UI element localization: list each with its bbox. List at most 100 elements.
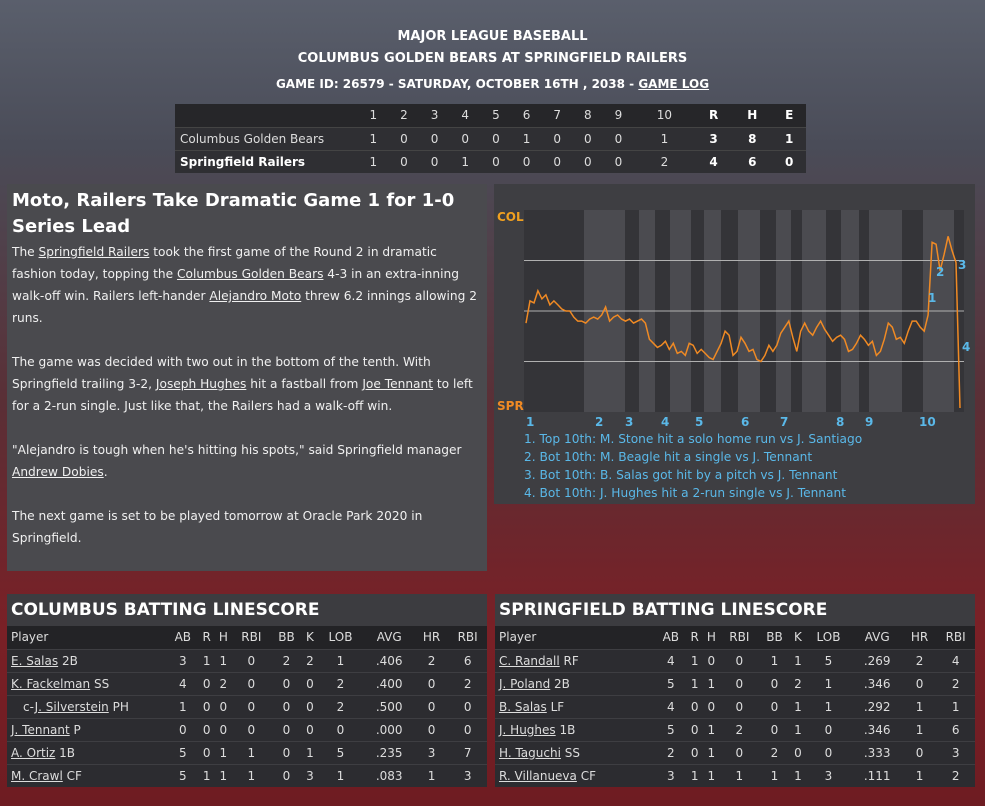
article-link[interactable]: Columbus Golden Bears	[176, 267, 324, 281]
inning-tick-label: 5	[695, 415, 703, 429]
stat-cell: 2	[317, 671, 364, 695]
article-link[interactable]: Joe Tennant	[362, 377, 434, 391]
article-text: "Alejandro is tough when he's hitting hi…	[12, 443, 462, 457]
springfield-batting-title: SPRINGFIELD BATTING LINESCORE	[495, 594, 975, 626]
stat-cell: 1	[702, 671, 721, 695]
stat-cell: 0	[686, 740, 703, 764]
stat-cell: 0	[720, 648, 759, 672]
game-log-link[interactable]: GAME LOG	[638, 77, 710, 91]
article-link[interactable]: Springfield Railers	[38, 245, 150, 259]
batting-column-header: AVG	[363, 626, 415, 649]
inning-runs: 0	[449, 126, 481, 150]
stat-cell: 0	[270, 694, 303, 718]
stat-cell: 2	[720, 717, 759, 741]
player-position: PH	[108, 699, 129, 714]
batting-column-header: HR	[902, 626, 937, 649]
player-position: SS	[90, 676, 110, 691]
stat-cell: 0	[702, 648, 721, 672]
stat-cell: 3	[448, 763, 487, 787]
batting-row: J. Tennant P 0 0 0 0 0 0 0.000 0 0	[7, 717, 487, 741]
chart-bottom-label: SPR	[497, 399, 524, 413]
player-name-link[interactable]: R. Villanueva	[499, 768, 577, 783]
inning-runs: 0	[511, 149, 542, 173]
stat-cell: 0	[720, 694, 759, 718]
total-header: E	[772, 104, 806, 127]
stat-cell: .235	[363, 740, 415, 764]
stat-cell: 3	[302, 763, 318, 787]
stat-cell: 0	[302, 694, 318, 718]
inning-header: 4	[449, 104, 481, 127]
stat-cell: 0	[198, 717, 215, 741]
stat-cell: 0	[232, 648, 271, 672]
player-cell: B. Salas LF	[495, 694, 655, 718]
batting-header-row: Player AB R H RBI BB K LOB AVG HR RBI	[7, 626, 487, 649]
stat-cell: 4	[167, 671, 199, 695]
player-cell: J. Tennant P	[7, 717, 167, 741]
inning-tick-label: 10	[919, 415, 936, 429]
player-name-link[interactable]: H. Taguchi	[499, 745, 561, 760]
stat-cell: .000	[363, 717, 415, 741]
inning-runs: 0	[603, 126, 634, 150]
player-name-link[interactable]: J. Tennant	[11, 722, 70, 737]
inning-runs: 0	[388, 149, 420, 173]
player-name-link[interactable]: C. Randall	[499, 653, 560, 668]
stat-cell: 0	[720, 740, 759, 764]
stat-cell: 5	[167, 740, 199, 764]
batting-row: M. Crawl CF 5 1 1 1 0 3 1.083 1 3	[7, 763, 487, 787]
stat-cell: 2	[936, 671, 975, 695]
player-name-link[interactable]: J. Hughes	[499, 722, 556, 737]
inning-runs: 1	[511, 126, 542, 150]
inning-runs: 0	[388, 126, 420, 150]
player-name-link[interactable]: K. Fackelman	[11, 676, 91, 691]
player-name-link[interactable]: B. Salas	[499, 699, 547, 714]
article-link[interactable]: Joseph Hughes	[155, 377, 247, 391]
article-text: The	[12, 245, 39, 259]
stat-cell: .269	[851, 648, 903, 672]
article-link[interactable]: Alejandro Moto	[209, 289, 302, 303]
stat-cell: 0	[702, 694, 721, 718]
player-name-link[interactable]: J. Silverstein	[34, 699, 109, 714]
stat-cell: .500	[363, 694, 415, 718]
stat-cell: 7	[448, 740, 487, 764]
stat-cell: 1	[936, 694, 975, 718]
inning-header: 9	[603, 104, 634, 127]
stat-cell: 0	[302, 671, 318, 695]
player-name-link[interactable]: M. Crawl	[11, 768, 63, 783]
stat-cell: 1	[702, 717, 721, 741]
batting-header-row: Player AB R H RBI BB K LOB AVG HR RBI	[495, 626, 975, 649]
player-position: SS	[560, 745, 580, 760]
stat-cell: 4	[655, 694, 687, 718]
stat-cell: 1	[317, 763, 364, 787]
stat-cell: 1	[902, 763, 937, 787]
stat-cell: 2	[902, 648, 937, 672]
batting-column-header: RBI	[720, 626, 759, 649]
player-position: CF	[576, 768, 596, 783]
stat-cell: 4	[936, 648, 975, 672]
stat-cell: 3	[655, 763, 687, 787]
player-name-link[interactable]: A. Ortiz	[11, 745, 56, 760]
stat-cell: 1	[317, 648, 364, 672]
inning-runs: 0	[572, 149, 604, 173]
game-article: Moto, Railers Take Dramatic Game 1 for 1…	[7, 184, 487, 571]
player-name-link[interactable]: E. Salas	[11, 653, 59, 668]
event-legend-item: 4. Bot 10th: J. Hughes hit a 2-run singl…	[524, 486, 846, 500]
batting-column-header: AB	[167, 626, 199, 649]
stat-cell: 5	[655, 671, 687, 695]
player-position: CF	[62, 768, 82, 783]
batting-column-header: R	[198, 626, 215, 649]
article-link[interactable]: Andrew Dobies	[12, 465, 104, 479]
batting-row: B. Salas LF 4 0 0 0 0 1 1.292 1 1	[495, 694, 975, 718]
event-legend-item: 3. Bot 10th: B. Salas got hit by a pitch…	[524, 468, 838, 482]
stat-cell: 0	[414, 671, 449, 695]
stat-cell: .292	[851, 694, 903, 718]
batting-row: J. Poland 2B 5 1 1 0 0 2 1.346 0 2	[495, 671, 975, 695]
stat-cell: 2	[302, 648, 318, 672]
stat-cell: 0	[270, 740, 303, 764]
stat-cell: 1	[720, 763, 759, 787]
stat-cell: 1	[790, 763, 806, 787]
inning-tick-label: 4	[661, 415, 669, 429]
game-info-text: GAME ID: 26579 - SATURDAY, OCTOBER 16TH …	[275, 77, 639, 91]
player-cell: c-J. Silverstein PH	[7, 694, 167, 718]
player-name-link[interactable]: J. Poland	[499, 676, 551, 691]
win-probability-line	[525, 236, 961, 409]
